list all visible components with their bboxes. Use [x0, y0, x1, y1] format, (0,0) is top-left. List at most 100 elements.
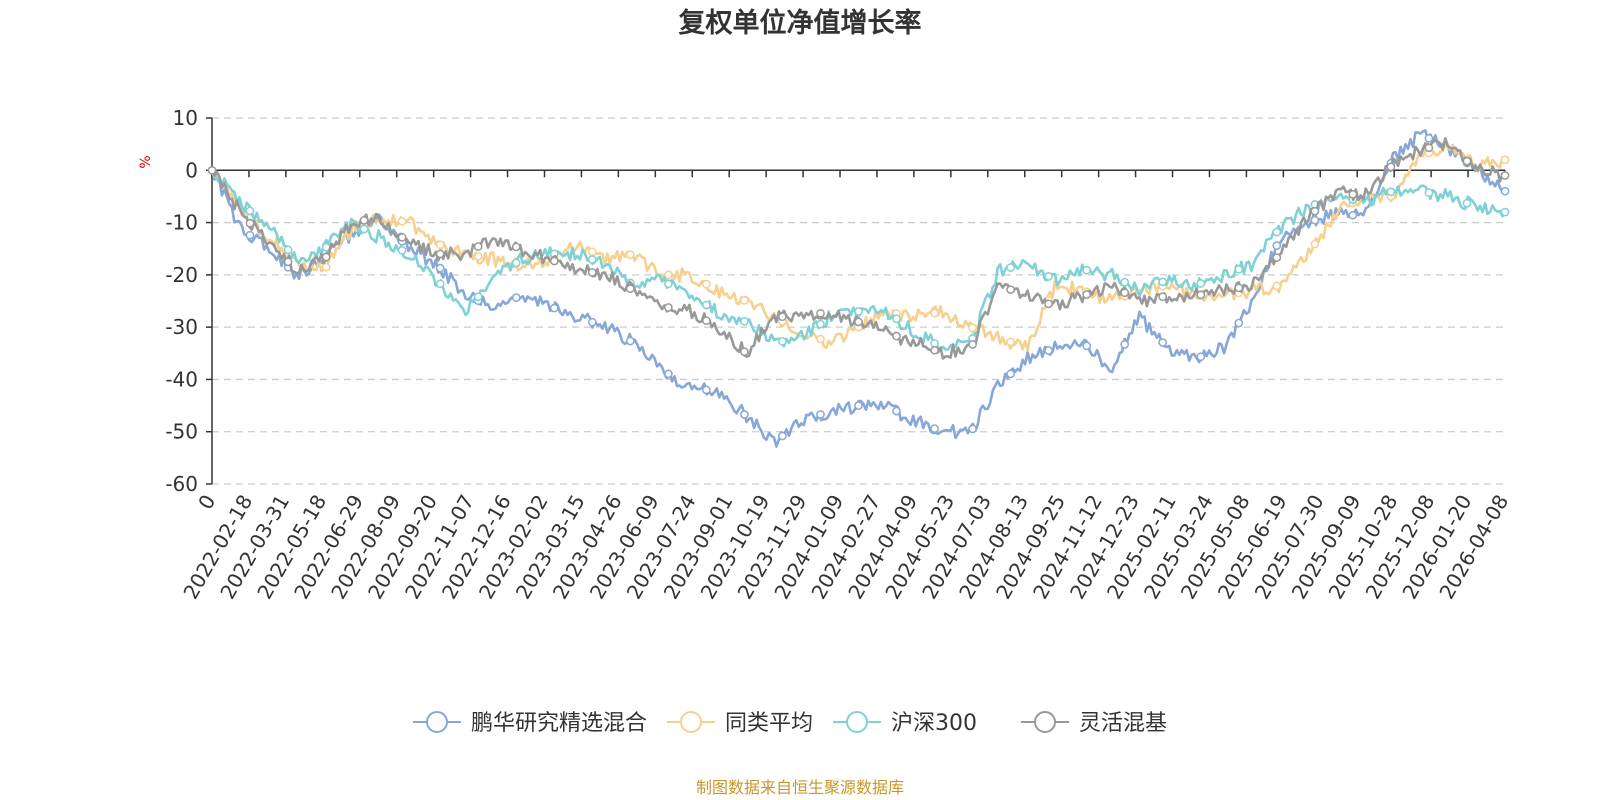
- data-point: [1006, 369, 1015, 379]
- data-point: [968, 323, 977, 333]
- data-point: [1120, 288, 1130, 298]
- series-line: [210, 129, 1506, 448]
- data-point: [1158, 338, 1168, 347]
- data-point: [283, 257, 293, 267]
- chart-title: 复权单位净值增长率: [679, 7, 922, 39]
- y-tick-label: -40: [165, 367, 198, 391]
- data-point: [511, 258, 521, 268]
- data-point: [1272, 227, 1282, 237]
- data-point: [1424, 133, 1434, 143]
- data-point: [359, 224, 369, 234]
- data-point: [1006, 337, 1015, 347]
- data-point: [1082, 265, 1092, 275]
- data-point: [778, 312, 787, 322]
- data-point: [892, 331, 901, 341]
- data-point: [702, 300, 711, 310]
- legend-marker: [1034, 711, 1056, 733]
- data-point: [1120, 277, 1130, 287]
- y-tick-label: -30: [165, 315, 198, 339]
- data-point: [1196, 352, 1206, 362]
- legend-item[interactable]: 同类平均: [667, 711, 813, 736]
- data-point: [397, 232, 407, 242]
- data-point: [1348, 210, 1358, 220]
- legend-marker: [680, 711, 702, 733]
- data-point: [397, 245, 407, 255]
- legend-item[interactable]: 沪深300: [833, 711, 977, 736]
- data-point: [740, 316, 749, 326]
- y-tick-label: -10: [165, 211, 198, 235]
- data-point: [664, 303, 673, 312]
- data-point: [1158, 292, 1168, 302]
- x-tick-label: 0: [193, 491, 220, 514]
- data-point: [816, 319, 825, 329]
- data-point: [1120, 340, 1130, 349]
- data-point: [1310, 206, 1320, 216]
- data-point: [473, 292, 483, 302]
- data-point: [321, 252, 331, 262]
- data-point: [816, 410, 825, 419]
- data-point: [549, 303, 559, 313]
- data-point: [1234, 264, 1244, 274]
- series-3: [207, 137, 1510, 360]
- data-point: [1272, 281, 1282, 291]
- data-point: [740, 296, 749, 305]
- legend-marker: [426, 711, 448, 733]
- data-point: [1234, 318, 1244, 328]
- data-point: [1272, 241, 1282, 250]
- data-point: [625, 250, 635, 259]
- y-tick-label: 0: [185, 158, 198, 182]
- data-point: [1500, 155, 1510, 165]
- data-point: [587, 268, 597, 277]
- data-point: [892, 406, 901, 416]
- data-point: [625, 336, 635, 346]
- data-point: [968, 424, 977, 434]
- grid: [212, 117, 1505, 485]
- legend-label: 沪深300: [891, 711, 977, 736]
- data-point: [1234, 283, 1244, 293]
- data-point: [625, 284, 635, 294]
- data-point: [1348, 189, 1358, 199]
- data-point: [1386, 187, 1396, 197]
- data-point: [245, 230, 255, 240]
- data-point: [664, 279, 673, 289]
- data-point: [1500, 186, 1510, 196]
- y-axis-unit: %: [138, 155, 154, 168]
- data-point: [1500, 207, 1510, 217]
- data-point: [587, 255, 597, 264]
- legend-item[interactable]: 灵活混基: [1021, 711, 1167, 736]
- data-point: [740, 347, 749, 357]
- data-point: [778, 431, 787, 441]
- data-point: [1082, 341, 1092, 351]
- data-point: [740, 410, 749, 419]
- legend-item[interactable]: 鹏华研究精选混合: [413, 711, 647, 736]
- data-point: [930, 345, 939, 355]
- data-point: [702, 316, 711, 326]
- legend-label: 灵活混基: [1079, 711, 1167, 736]
- data-point: [854, 401, 863, 410]
- data-point: [1272, 253, 1282, 262]
- series-layer: [207, 129, 1510, 448]
- data-point: [321, 262, 331, 272]
- source-note: 制图数据来自恒生聚源数据库: [696, 778, 904, 797]
- data-point: [587, 317, 597, 327]
- data-point: [1196, 290, 1206, 300]
- data-point: [587, 247, 597, 257]
- data-point: [664, 369, 673, 379]
- data-point: [930, 424, 939, 433]
- legend-label: 同类平均: [725, 711, 813, 736]
- data-point: [1310, 215, 1320, 225]
- data-point: [816, 334, 825, 344]
- y-tick-label: -50: [165, 420, 198, 444]
- data-point: [702, 385, 711, 395]
- data-point: [816, 308, 825, 318]
- data-point: [1424, 188, 1434, 198]
- series-0: [207, 129, 1510, 448]
- data-point: [1044, 299, 1053, 309]
- data-point: [1158, 277, 1168, 287]
- data-point: [1006, 285, 1015, 294]
- data-point: [435, 240, 445, 250]
- data-point: [664, 270, 673, 280]
- data-point: [1424, 143, 1434, 153]
- axes: 100-10-20-30-40-50-6002022-02-182022-03-…: [165, 106, 1513, 603]
- legend[interactable]: 鹏华研究精选混合 同类平均 沪深300 灵活混基: [413, 711, 1167, 736]
